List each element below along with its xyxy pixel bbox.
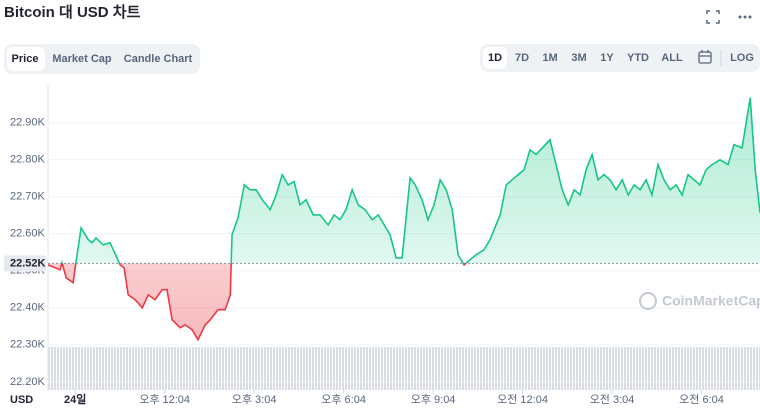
range-button[interactable]: 3M bbox=[571, 52, 586, 64]
y-tick-label: 22.20K bbox=[10, 376, 46, 388]
price-line-up bbox=[60, 97, 760, 264]
area-up bbox=[48, 97, 760, 264]
log-button[interactable]: LOG bbox=[730, 52, 754, 64]
y-tick-label: 22.30K bbox=[10, 339, 46, 351]
y-tick-label: 22.80K bbox=[10, 154, 46, 166]
range-button[interactable]: 1M bbox=[542, 52, 557, 64]
tab[interactable]: Candle Chart bbox=[124, 53, 193, 65]
x-tick-label: 오후 9:04 bbox=[411, 393, 456, 406]
watermark-logo bbox=[639, 292, 657, 310]
chart-title: Bitcoin 대 USD 차트 bbox=[4, 4, 141, 21]
x-tick-label: 오전 6:04 bbox=[679, 393, 724, 406]
more-icon[interactable] bbox=[738, 15, 752, 19]
watermark: CoinMarketCap bbox=[662, 293, 760, 309]
tab-group bbox=[4, 44, 200, 74]
range-button[interactable]: 1Y bbox=[600, 52, 614, 64]
price-line-down bbox=[48, 263, 468, 342]
range-group bbox=[480, 44, 760, 72]
volume-band bbox=[48, 347, 760, 390]
area-down bbox=[48, 263, 466, 340]
x-tick-label: 오후 6:04 bbox=[321, 393, 366, 406]
calendar-icon[interactable] bbox=[698, 50, 712, 64]
y-tick-label: 22.40K bbox=[10, 302, 46, 314]
x-tick-label: 오전 12:04 bbox=[497, 393, 548, 406]
baseline-label-box bbox=[4, 255, 46, 272]
baseline-label: 22.52K bbox=[10, 257, 46, 269]
x-tick-label: 오후 12:04 bbox=[139, 393, 190, 406]
currency-label: USD bbox=[10, 394, 33, 406]
y-tick-label: 22.60K bbox=[10, 228, 46, 240]
y-tick-label: 22.90K bbox=[10, 117, 46, 129]
range-button[interactable]: YTD bbox=[627, 52, 649, 64]
tab[interactable]: Price bbox=[12, 53, 39, 65]
range-button[interactable]: ALL bbox=[661, 52, 683, 64]
tab[interactable]: Market Cap bbox=[52, 53, 112, 65]
x-tick-label: 오후 3:04 bbox=[232, 393, 277, 406]
fullscreen-icon[interactable] bbox=[706, 10, 720, 24]
range-button[interactable]: 7D bbox=[515, 52, 529, 64]
x-tick-label: 오전 3:04 bbox=[590, 393, 635, 406]
active-tab bbox=[7, 47, 45, 71]
active-range bbox=[483, 47, 507, 69]
x-tick-label: 24일 bbox=[64, 392, 86, 406]
range-button[interactable]: 1D bbox=[488, 52, 502, 64]
y-tick-label: 22.70K bbox=[10, 191, 46, 203]
